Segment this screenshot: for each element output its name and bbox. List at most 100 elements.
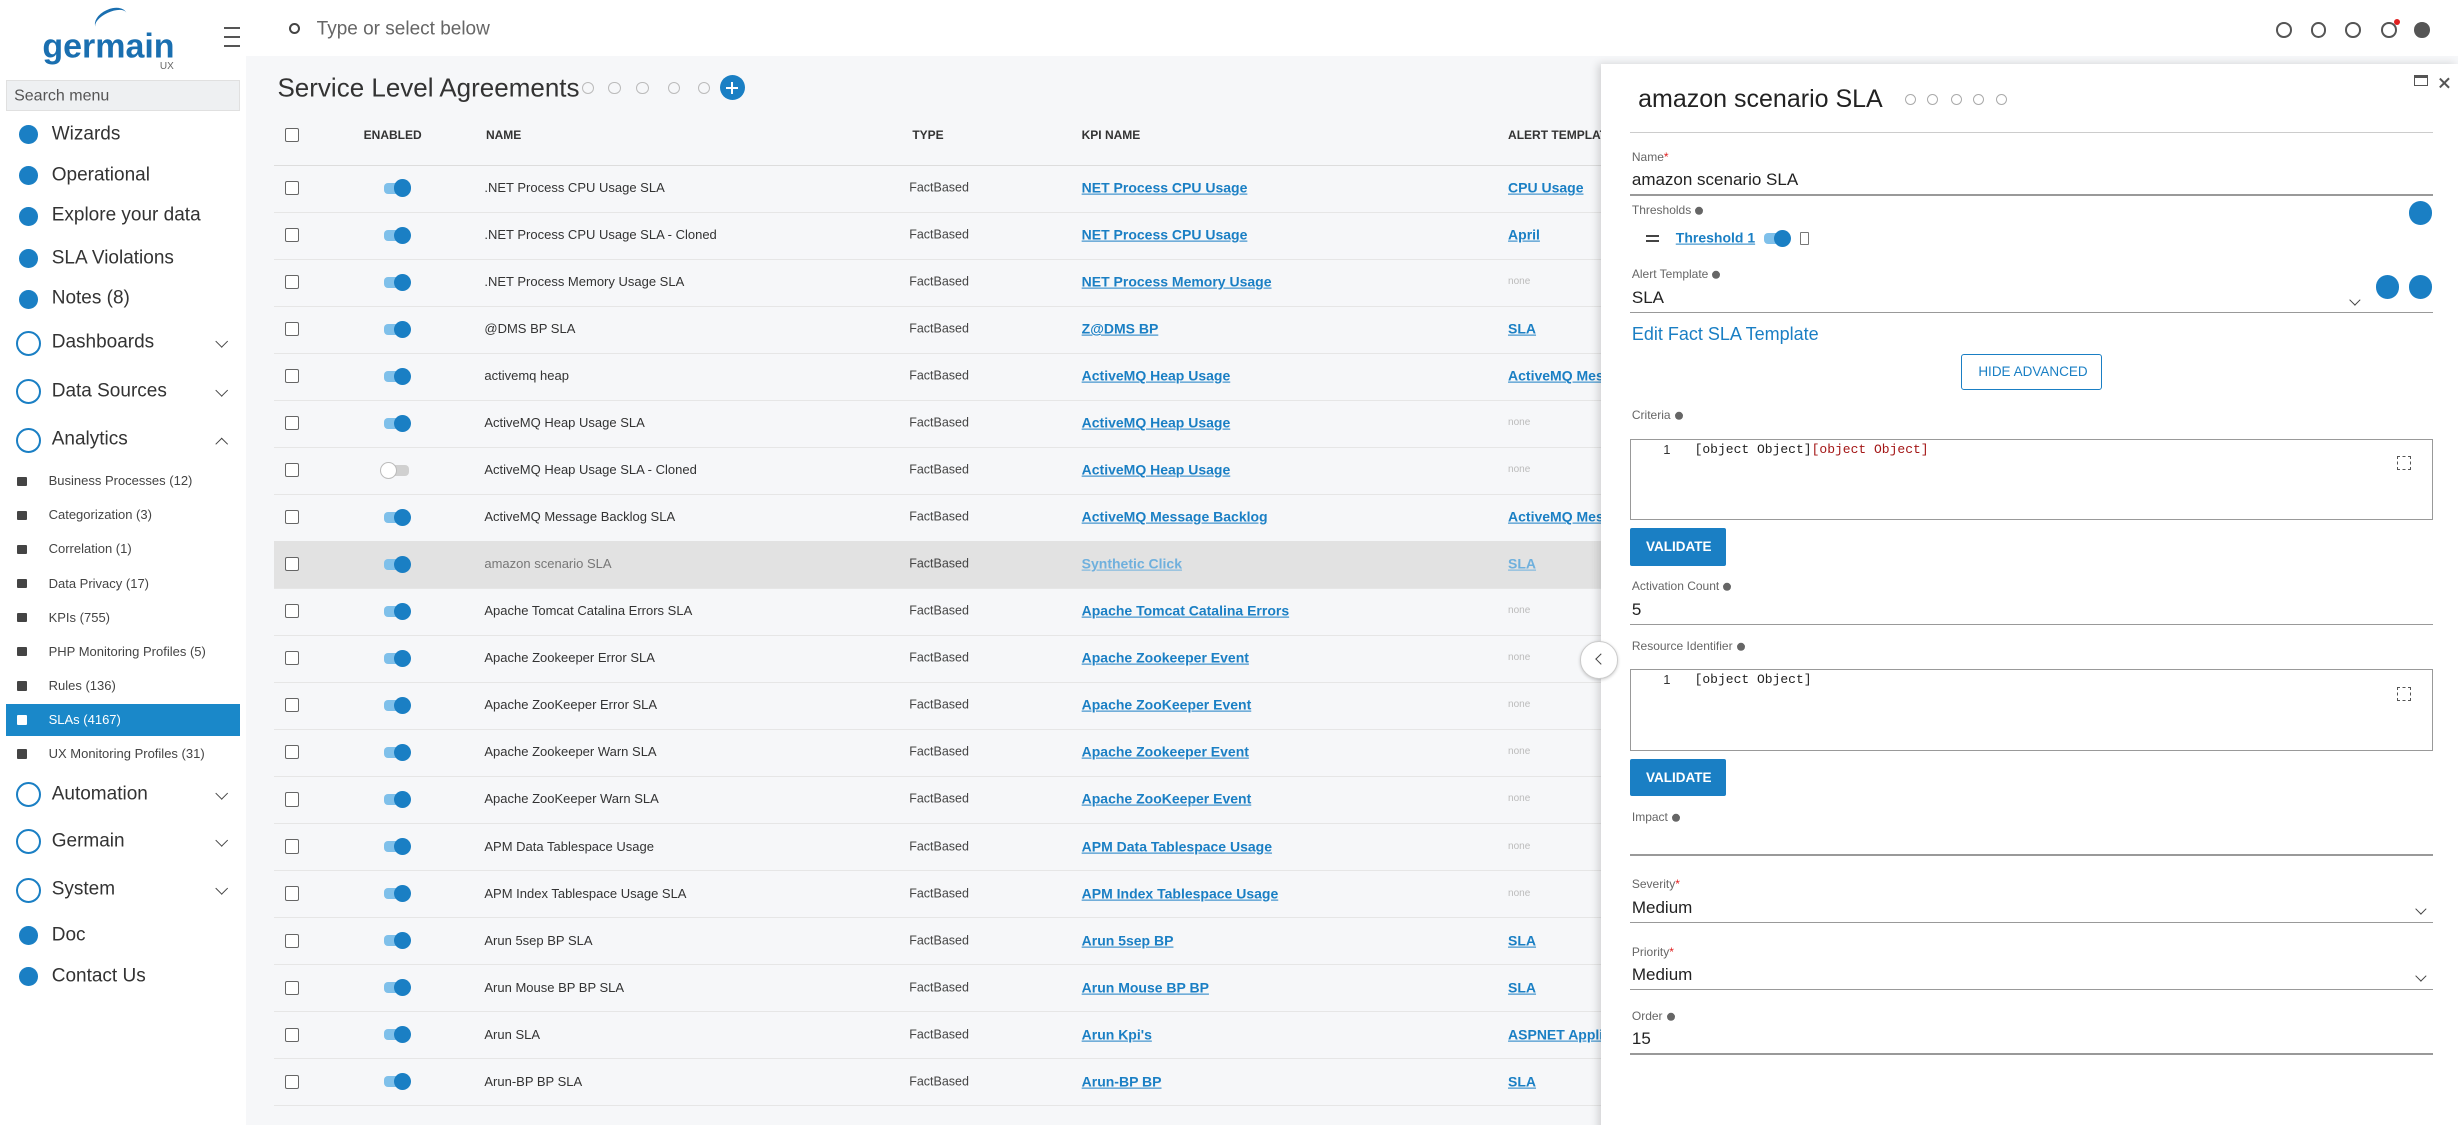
menu-item[interactable]: Wizards (51, 123, 121, 145)
sla-name[interactable]: .NET Process CPU Usage SLA (484, 180, 665, 196)
menu-item[interactable]: SLA Violations (51, 247, 174, 269)
sla-name[interactable]: Apache Zookeeper Error SLA (484, 650, 655, 666)
toggle-knob[interactable] (394, 649, 412, 667)
checkbox[interactable] (284, 416, 299, 431)
code-editor[interactable] (1630, 669, 2433, 751)
code-editor[interactable] (1630, 438, 2433, 521)
toggle-knob[interactable] (394, 273, 412, 291)
toggle-knob[interactable] (394, 179, 412, 197)
top-icon[interactable] (2414, 21, 2430, 38)
toggle-knob[interactable] (394, 931, 412, 950)
sla-name[interactable]: ActiveMQ Heap Usage SLA (484, 415, 645, 431)
toggle-knob[interactable] (394, 696, 412, 715)
toggle-knob[interactable] (394, 790, 412, 809)
toggle-knob[interactable] (394, 508, 412, 526)
sla-name[interactable]: ActiveMQ Message Backlog SLA (484, 509, 676, 525)
alert-template[interactable]: ActiveMQ Mess (1508, 367, 1612, 384)
validate-label[interactable]: VALIDATE (1645, 538, 1712, 554)
validate-label[interactable]: VALIDATE (1645, 769, 1712, 785)
title-icon[interactable] (581, 81, 595, 95)
kpi-link[interactable]: Apache Zookeeper Event (1081, 744, 1249, 761)
field-value[interactable]: Medium (1631, 964, 1693, 984)
checkbox[interactable] (284, 604, 299, 619)
checkbox[interactable] (284, 557, 299, 572)
kpi-link[interactable]: APM Data Tablespace Usage (1081, 838, 1273, 855)
submenu-item[interactable]: SLAs (4167) (48, 712, 121, 728)
checkbox[interactable] (284, 933, 299, 948)
hamburger-line[interactable] (224, 45, 240, 48)
title-icon[interactable] (608, 81, 621, 95)
toggle-knob[interactable] (394, 414, 412, 432)
column-header[interactable]: ENABLED (363, 127, 422, 142)
submenu-item[interactable]: PHP Monitoring Profiles (5) (48, 643, 206, 659)
alert-template[interactable]: SLA (1508, 932, 1537, 949)
checkbox[interactable] (284, 275, 299, 290)
top-icon[interactable] (2345, 21, 2361, 38)
kpi-link[interactable]: NET Process CPU Usage (1081, 179, 1248, 196)
sla-name[interactable]: .NET Process CPU Usage SLA - Cloned (484, 227, 717, 243)
toggle-knob[interactable] (394, 837, 412, 856)
toggle-knob[interactable] (394, 555, 412, 573)
panel-title-icon[interactable] (1905, 94, 1917, 106)
submenu-item[interactable]: UX Monitoring Profiles (31) (48, 746, 205, 762)
checkbox[interactable] (284, 651, 299, 666)
menu-item[interactable]: Dashboards (51, 331, 155, 353)
expand-icon[interactable] (2396, 686, 2411, 701)
menu-item[interactable]: Notes (8) (51, 288, 130, 310)
sla-name[interactable]: APM Data Tablespace Usage (484, 838, 654, 854)
search-input[interactable]: Type or select below (316, 18, 490, 40)
field-value[interactable]: 5 (1631, 599, 1642, 619)
kpi-link[interactable]: NET Process Memory Usage (1081, 273, 1272, 290)
kpi-link[interactable]: ActiveMQ Message Backlog (1081, 508, 1268, 525)
checkbox[interactable] (284, 463, 299, 478)
kpi-link[interactable]: Arun 5sep BP (1081, 932, 1174, 949)
alert-template[interactable]: ActiveMQ Mess (1508, 508, 1612, 525)
kpi-link[interactable]: APM Index Tablespace Usage (1081, 885, 1279, 902)
menu-search-input[interactable]: Search menu (14, 87, 110, 105)
submenu-item[interactable]: Correlation (1) (48, 541, 132, 557)
checkbox[interactable] (284, 698, 299, 713)
hamburger-line[interactable] (224, 36, 240, 39)
kpi-link[interactable]: ActiveMQ Heap Usage (1081, 461, 1231, 478)
menu-item[interactable]: System (51, 878, 116, 900)
title-icon[interactable] (636, 81, 649, 95)
sla-name[interactable]: ActiveMQ Heap Usage SLA - Cloned (484, 462, 697, 478)
hamburger-line[interactable] (224, 26, 240, 29)
alert-template[interactable]: April (1508, 226, 1540, 243)
toggle-knob[interactable] (394, 1025, 412, 1044)
field-value[interactable]: SLA (1631, 287, 1664, 307)
column-header[interactable]: ALERT TEMPLATE (1508, 127, 1616, 142)
sla-name[interactable]: Apache Tomcat Catalina Errors SLA (484, 603, 693, 619)
menu-item[interactable]: Data Sources (51, 380, 167, 402)
panel-title-icon[interactable] (1927, 94, 1939, 106)
sla-name[interactable]: Arun Mouse BP BP SLA (484, 979, 625, 995)
top-icon[interactable] (2310, 21, 2327, 38)
toggle-knob[interactable] (394, 367, 412, 385)
top-icon[interactable] (2276, 21, 2292, 38)
submenu-item[interactable]: Categorization (3) (48, 507, 152, 523)
sla-name[interactable]: Arun 5sep BP SLA (484, 932, 593, 948)
kpi-link[interactable]: Arun Mouse BP BP (1081, 979, 1209, 996)
submenu-item[interactable]: Data Privacy (17) (48, 575, 150, 591)
checkbox[interactable] (284, 510, 299, 525)
edit-template-link[interactable]: Edit Fact SLA Template (1631, 324, 1819, 345)
checkbox[interactable] (284, 1074, 299, 1089)
sla-name[interactable]: @DMS BP SLA (484, 321, 576, 337)
column-header[interactable]: KPI NAME (1081, 127, 1141, 142)
kpi-link[interactable]: ActiveMQ Heap Usage (1081, 414, 1231, 431)
alert-template[interactable]: SLA (1508, 320, 1537, 337)
collapse-button[interactable] (1580, 641, 1618, 679)
checkbox[interactable] (284, 792, 299, 807)
checkbox[interactable] (284, 839, 299, 854)
hide-advanced-button[interactable] (1961, 354, 2103, 391)
checkbox[interactable] (284, 745, 299, 760)
sla-name[interactable]: Arun SLA (484, 1026, 541, 1042)
toggle-knob[interactable] (394, 884, 412, 903)
alert-template[interactable]: SLA (1508, 555, 1537, 572)
add-threshold[interactable] (2408, 201, 2433, 225)
checkbox[interactable] (284, 322, 299, 337)
alert-template[interactable]: ASPNET Applic (1508, 1026, 1611, 1043)
add-alert-template[interactable] (2375, 275, 2400, 299)
kpi-link[interactable]: Apache ZooKeeper Event (1081, 791, 1252, 808)
checkbox[interactable] (284, 181, 299, 196)
